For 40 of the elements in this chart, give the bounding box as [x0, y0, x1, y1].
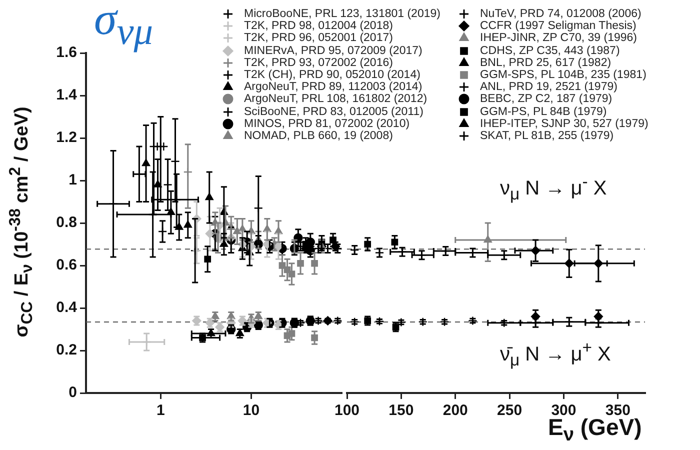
legend-label: T2K (CH), PRD 90, 052010 (2014): [244, 68, 420, 82]
legend-label: CDHS, ZP C35, 443 (1987): [480, 44, 620, 57]
legend-label: T2K, PRD 96, 052001 (2017): [244, 32, 393, 45]
y-tick-label: 0: [68, 384, 77, 402]
legend-label: ANL, PRD 19, 2521 (1979): [480, 81, 618, 94]
x-tick-label: 100: [334, 402, 360, 420]
chart-title: σ$_{νμ}$: [94, 0, 153, 54]
legend-label: SciBooNE, PRD 83, 012005 (2011): [244, 106, 424, 118]
y-tick-label: 1.4: [56, 86, 78, 104]
legend-label: ArgoNeuT, PRD 89, 112003 (2014): [244, 81, 422, 94]
y-tick-label: 0.6: [56, 256, 77, 274]
x-tick-label: 1: [156, 402, 165, 420]
legend-label: BNL, PRD 25, 617 (1982): [480, 56, 612, 69]
legend-label: T2K, PRD 93, 072002 (2016): [244, 56, 393, 69]
legend-label: CCFR (1997 Seligman Thesis): [480, 20, 636, 32]
y-tick-label: 1: [68, 172, 77, 189]
y-tick-label: 1.6: [56, 44, 77, 62]
x-tick-label: 250: [497, 402, 522, 420]
legend-label: IHEP-ITEP, SJNP 30, 527 (1979): [480, 118, 648, 130]
legend-label: GGM-PS, PL 84B (1979): [480, 106, 607, 118]
y-tick-label: 0.2: [56, 342, 77, 359]
legend-label: MINERvA, PRD 95, 072009 (2017): [244, 44, 422, 57]
x-tick-label: 10: [242, 402, 260, 420]
legend-label: T2K, PRD 98, 012004 (2018): [244, 20, 393, 32]
x-tick-label: 200: [442, 402, 468, 420]
legend-label: ArgoNeuT, PRL 108, 161802 (2012): [244, 93, 428, 106]
legend-label: NOMAD, PLB 660, 19 (2008): [244, 130, 393, 142]
legend-label: GGM-SPS, PL 104B, 235 (1981): [480, 68, 646, 82]
legend-label: BEBC, ZP C2, 187 (1979): [480, 93, 612, 106]
y-tick-label: 0.4: [56, 299, 78, 316]
annotation: ν$_{μ}$ N → μ$^{-}$ X: [500, 172, 607, 205]
legend-label: MINOS, PRD 81, 072002 (2010): [244, 118, 410, 130]
x-tick-label: 150: [388, 402, 414, 420]
y-tick-label: 0.8: [56, 214, 77, 232]
legend-label: SKAT, PL 81B, 255 (1979): [480, 130, 614, 142]
annotation: ν̄$_{μ}$ N → μ$^{+}$ X: [500, 338, 611, 371]
legend-label: IHEP-JINR, ZP C70, 39 (1996): [480, 32, 638, 45]
legend-label: NuTeV, PRD 74, 012008 (2006): [480, 8, 642, 20]
y-tick-label: 1.2: [56, 129, 77, 146]
legend-label: MicroBooNE, PRL 123, 131801 (2019): [244, 8, 440, 20]
